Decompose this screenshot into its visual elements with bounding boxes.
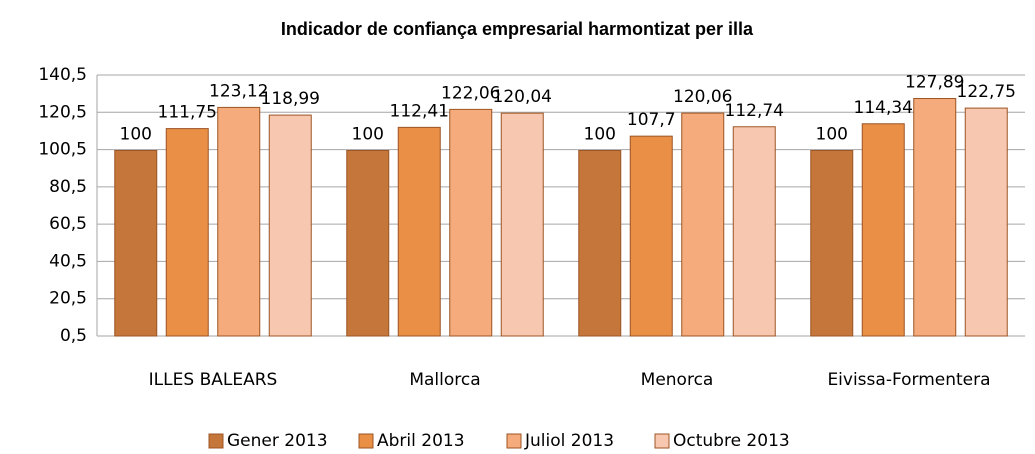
value-label: 107,7 [627,110,676,130]
bar [629,135,673,337]
y-tick-label: 20,5 [49,289,87,309]
y-tick-label: 60,5 [49,214,87,234]
value-label: 100 [584,125,616,145]
bar [449,108,493,337]
bar [578,150,622,337]
bar [681,112,725,337]
y-tick-label: 100,5 [38,140,87,160]
legend-swatch [506,433,522,449]
value-label: 100 [816,125,848,145]
value-label: 127,89 [905,73,964,93]
value-label: 112,41 [390,101,449,121]
value-label: 100 [120,125,152,145]
legend-swatch [358,433,374,449]
value-label: 122,06 [441,83,500,103]
value-label: 111,75 [158,103,217,123]
value-label: 120,06 [673,87,732,107]
x-tick-label: Mallorca [409,370,480,390]
bar [268,114,312,337]
bar [165,128,209,337]
value-label: 120,04 [493,87,552,107]
bar [500,112,544,337]
bar [397,126,441,337]
bar [114,150,158,337]
bar [810,150,854,337]
chart-title: Indicador de confiança empresarial harmo… [281,19,754,39]
bar [861,123,905,337]
y-tick-label: 0,5 [60,326,87,346]
bar [913,98,957,337]
legend-label: Abril 2013 [377,431,465,451]
value-label: 123,12 [209,81,268,101]
bar [964,107,1008,337]
legend-label: Juliol 2013 [524,431,614,451]
legend-swatch [208,433,224,449]
legend-label: Octubre 2013 [673,431,790,451]
value-label: 114,34 [854,98,913,118]
value-label: 122,75 [957,82,1016,102]
y-tick-label: 140,5 [38,65,87,85]
bar [346,150,390,337]
value-label: 112,74 [725,101,784,121]
bar [217,106,261,337]
y-tick-label: 120,5 [38,102,87,122]
y-tick-label: 40,5 [49,251,87,271]
value-label: 100 [352,125,384,145]
legend-label: Gener 2013 [227,431,328,451]
x-tick-label: Menorca [641,370,714,390]
value-label: 118,99 [261,89,320,109]
x-tick-label: Eivissa-Formentera [827,370,990,390]
x-tick-label: ILLES BALEARS [149,370,278,390]
bar [732,126,776,337]
legend-swatch [654,433,670,449]
y-tick-label: 80,5 [49,177,87,197]
